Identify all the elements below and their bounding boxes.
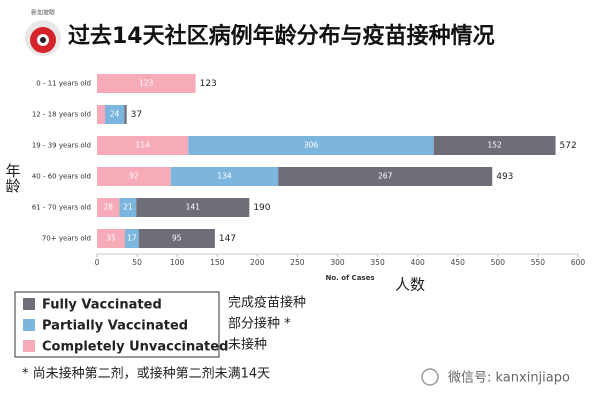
legend-label-zh: 部分接种 * [228,316,291,332]
bar-segment [97,198,120,217]
watermark-icon [421,368,439,386]
segment-label: 123 [139,79,154,88]
x-tick-label: 300 [330,258,345,267]
x-tick-label: 100 [170,258,185,267]
x-tick-label: 500 [491,258,506,267]
bar-segment [97,74,196,93]
bar-segment [136,198,250,217]
legend-label: Fully Vaccinated [42,298,162,313]
segment-label: 35 [106,234,116,243]
y-tick-label: 12 - 18 years old [32,111,91,119]
bar-segment [433,136,556,155]
legend-box [14,291,220,358]
x-tick-label: 50 [132,258,142,267]
logo-center [40,37,46,43]
segment-label: 267 [378,172,393,181]
x-tick-label: 550 [531,258,546,267]
total-label: 572 [560,141,577,151]
segment-label: 306 [304,141,319,150]
x-tick-label: 350 [370,258,385,267]
total-label: 190 [253,203,270,213]
x-tick-label: 150 [210,258,225,267]
bar-segment [105,105,125,124]
x-axis-label: No. of Cases [326,274,375,282]
y-tick-label: 40 - 60 years old [32,173,91,181]
y-axis-label: 年龄 [4,163,22,193]
watermark: 微信号: kanxinjiapo [421,368,570,386]
legend-label: Partially Vaccinated [42,319,188,334]
x-axis-label-zh: 人数 [395,276,425,294]
logo: 新加坡眼 [25,9,61,56]
bar-segment [138,229,215,248]
bar-segment [97,229,126,248]
chart-title: 过去14天社区病例年龄分布与疫苗接种情况 [68,23,495,49]
y-tick-label: 61 - 70 years old [32,204,91,212]
logo-text: 新加坡眼 [31,9,55,17]
legend-swatch [23,319,35,331]
total-label: 493 [496,172,513,182]
x-tick-label: 600 [571,258,586,267]
bar-segment [124,105,127,124]
bar-segment [97,136,189,155]
watermark-text: 微信号: kanxinjiapo [448,371,570,386]
segment-label: 24 [110,110,120,119]
x-tick-label: 200 [250,258,265,267]
bar-segment [119,198,137,217]
bar-segment [97,105,106,124]
y-tick-label: 19 - 39 years old [32,142,91,150]
bar-segment [188,136,434,155]
y-tick-label: 70+ years old [42,235,91,243]
total-label: 147 [219,234,236,244]
legend-swatch [23,298,35,310]
legend-swatch [23,340,35,352]
segment-label: 28 [103,203,113,212]
total-label: 37 [131,110,142,120]
legend-label-zh: 完成疫苗接种 [228,295,306,311]
bar-segment [170,167,279,186]
segment-label: 141 [186,203,201,212]
y-tick-label: 0 - 11 years old [36,80,91,88]
segment-label: 134 [217,172,232,181]
x-tick-label: 250 [290,258,305,267]
segment-label: 114 [136,141,151,150]
segment-label: 92 [129,172,139,181]
bar-segment [125,229,139,248]
footnote: * 尚未接种第二剂，或接种第二剂未满14天 [22,366,270,382]
bar-segment [97,167,171,186]
segment-label: 17 [127,234,137,243]
legend-label: Completely Unvaccinated [42,340,228,355]
legend-label-zh: 未接种 [228,337,267,353]
x-tick-label: 450 [451,258,466,267]
x-tick-label: 0 [95,258,100,267]
total-label: 123 [200,79,217,89]
segment-label: 95 [172,234,182,243]
x-tick-label: 400 [411,258,426,267]
segment-label: 21 [123,203,133,212]
segment-label: 152 [487,141,502,150]
bar-segment [278,167,493,186]
